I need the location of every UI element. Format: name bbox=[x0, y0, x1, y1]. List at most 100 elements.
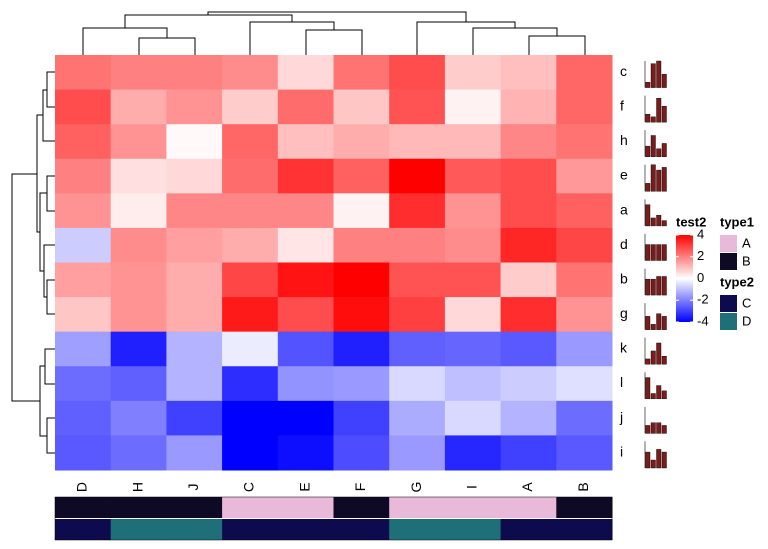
row-bar bbox=[661, 390, 667, 400]
heatmap-cell bbox=[277, 262, 334, 298]
heatmap-cell bbox=[444, 366, 502, 402]
column-label: D bbox=[74, 482, 90, 492]
heatmap-cell bbox=[166, 158, 223, 194]
row-bar bbox=[650, 135, 656, 157]
column-label: E bbox=[296, 482, 312, 491]
heatmap-cell bbox=[333, 400, 390, 436]
row-bar bbox=[661, 167, 667, 192]
heatmap-cell bbox=[166, 227, 223, 263]
row-bar bbox=[645, 183, 651, 192]
row-bar bbox=[656, 342, 662, 365]
heatmap-cell bbox=[222, 124, 279, 160]
row-bar bbox=[661, 106, 667, 123]
annotation-cell bbox=[333, 497, 390, 518]
heatmap-cell bbox=[277, 400, 334, 436]
heatmap-cell bbox=[444, 55, 502, 91]
heatmap-cell bbox=[55, 400, 112, 436]
row-bar bbox=[661, 425, 667, 434]
row-bar bbox=[645, 145, 651, 157]
heatmap-cell bbox=[556, 124, 613, 160]
heatmap-cell bbox=[333, 262, 390, 298]
annotation-cell bbox=[55, 519, 112, 540]
heatmap-cell bbox=[556, 331, 613, 367]
column-label: F bbox=[352, 483, 368, 492]
row-label: j bbox=[619, 409, 623, 425]
heatmap-cell bbox=[500, 227, 557, 263]
row-bar bbox=[661, 143, 667, 157]
legend-tick-label: -2 bbox=[697, 292, 709, 307]
row-bar bbox=[650, 350, 656, 365]
row-label: l bbox=[620, 374, 623, 390]
legend-swatch bbox=[720, 295, 737, 312]
row-bar bbox=[661, 74, 667, 88]
heatmap-cell bbox=[556, 435, 613, 471]
annotation-cell bbox=[222, 519, 279, 540]
heatmap-cell bbox=[389, 158, 446, 194]
heatmap-cell bbox=[444, 435, 502, 471]
heatmap-cell bbox=[444, 193, 502, 229]
heatmap-cell bbox=[110, 124, 167, 160]
row-bar bbox=[656, 244, 662, 261]
heatmap-cell bbox=[110, 193, 167, 229]
annotation-cell bbox=[389, 519, 446, 540]
legend-label: D bbox=[742, 313, 751, 328]
heatmap-cell bbox=[222, 193, 279, 229]
legend-title: type2 bbox=[720, 274, 754, 289]
heatmap-cell bbox=[55, 193, 112, 229]
legend-swatch bbox=[720, 253, 737, 270]
heatmap-cell bbox=[556, 89, 613, 125]
annotation-cell bbox=[556, 519, 613, 540]
heatmap-cell bbox=[500, 400, 557, 436]
heatmap-cell bbox=[556, 193, 613, 229]
heatmap-cell bbox=[277, 366, 334, 402]
row-bar bbox=[650, 116, 656, 123]
heatmap-cell bbox=[500, 55, 557, 91]
legend-label: A bbox=[742, 235, 751, 250]
heatmap-cell bbox=[444, 227, 502, 263]
column-label: A bbox=[519, 482, 535, 492]
row-dendrogram bbox=[11, 71, 55, 454]
heatmap-cell bbox=[277, 89, 334, 125]
heatmap-cell bbox=[110, 400, 167, 436]
annotation-cell bbox=[500, 497, 557, 518]
legend-tick-label: 2 bbox=[697, 248, 704, 263]
row-bar bbox=[650, 63, 656, 88]
row-bar bbox=[661, 316, 667, 330]
heatmap-cell bbox=[166, 366, 223, 402]
heatmap-cell bbox=[166, 262, 223, 298]
row-bar bbox=[661, 220, 667, 227]
annotation-cell bbox=[444, 497, 502, 518]
heatmap-cell bbox=[389, 55, 446, 91]
heatmap-cell bbox=[556, 227, 613, 263]
heatmap-cell bbox=[556, 262, 613, 298]
heatmap-cell bbox=[389, 262, 446, 298]
legend-title: type1 bbox=[720, 214, 754, 229]
row-bar bbox=[645, 278, 651, 296]
row-label: g bbox=[620, 305, 628, 321]
legend-swatch bbox=[720, 235, 737, 252]
heatmap-cell bbox=[166, 124, 223, 160]
heatmap-cell bbox=[556, 297, 613, 333]
heatmap-cell bbox=[55, 435, 112, 471]
heatmap-cell bbox=[55, 55, 112, 91]
heatmap-cell bbox=[333, 227, 390, 263]
row-bar bbox=[650, 393, 656, 400]
column-label: J bbox=[185, 484, 201, 491]
heatmap-cell bbox=[277, 331, 334, 367]
annotation-cell bbox=[277, 519, 334, 540]
row-bar bbox=[656, 60, 662, 88]
column-label: G bbox=[408, 482, 424, 493]
heatmap-cell bbox=[333, 366, 390, 402]
heatmap-cell bbox=[110, 262, 167, 298]
column-label: B bbox=[575, 482, 591, 491]
heatmap-cell bbox=[110, 366, 167, 402]
row-bar bbox=[645, 425, 651, 434]
heatmap-cell bbox=[389, 366, 446, 402]
row-label: h bbox=[620, 132, 628, 148]
row-bar bbox=[656, 98, 662, 123]
row-bar bbox=[645, 377, 651, 400]
legend-label: B bbox=[742, 253, 751, 268]
heatmap-cell bbox=[444, 297, 502, 333]
heatmap-cell bbox=[500, 331, 557, 367]
